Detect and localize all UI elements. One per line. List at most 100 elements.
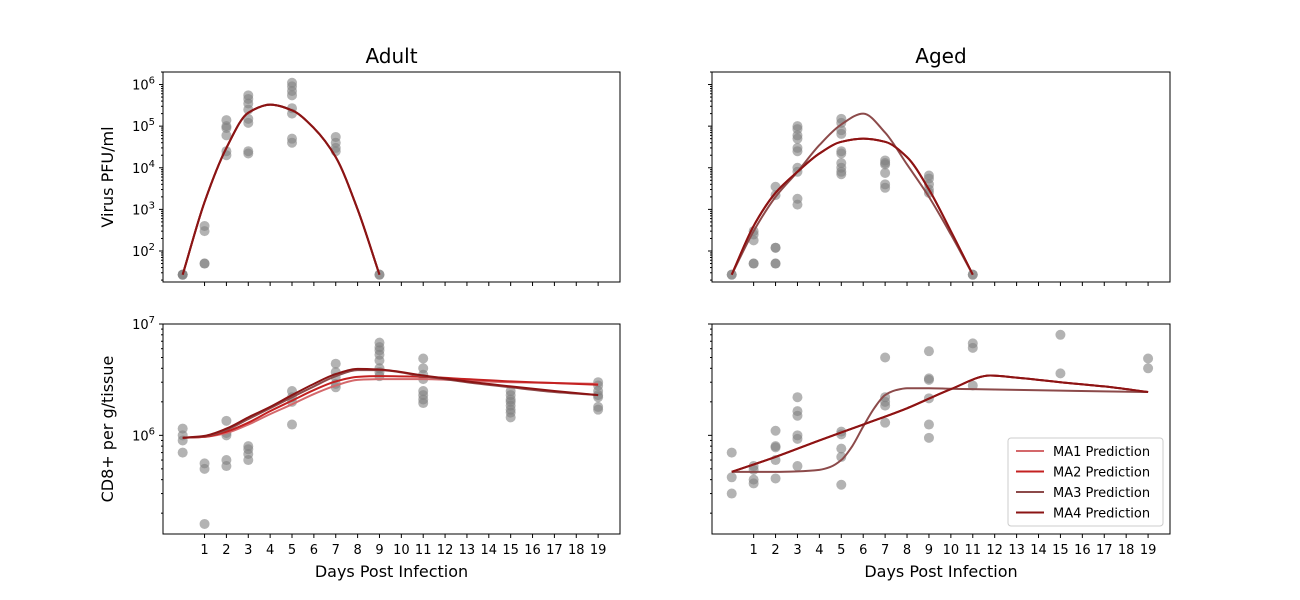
y-axis-label: CD8+ per g/tissue bbox=[98, 356, 117, 503]
data-point bbox=[1143, 353, 1154, 364]
data-point bbox=[836, 451, 847, 462]
x-tick-label: 7 bbox=[332, 543, 340, 558]
data-point bbox=[726, 472, 737, 483]
x-tick-label: 6 bbox=[859, 543, 867, 558]
data-point bbox=[1055, 329, 1066, 340]
panel-2: Aged bbox=[708, 44, 1171, 286]
x-tick-label: 4 bbox=[266, 543, 274, 558]
panel-title: Adult bbox=[365, 44, 417, 68]
data-point bbox=[836, 148, 847, 159]
data-point bbox=[243, 455, 254, 466]
data-point bbox=[792, 392, 803, 403]
data-point bbox=[748, 258, 759, 269]
prediction-line-ma2 bbox=[182, 375, 599, 439]
data-point bbox=[880, 182, 891, 193]
x-tick-label: 1 bbox=[749, 543, 757, 558]
y-tick-label: 103 bbox=[132, 200, 155, 218]
x-tick-label: 6 bbox=[310, 543, 318, 558]
data-point bbox=[880, 159, 891, 170]
prediction-line-ma1 bbox=[182, 378, 599, 439]
data-point bbox=[923, 419, 934, 430]
data-point bbox=[199, 518, 210, 529]
plot-area bbox=[177, 77, 385, 280]
x-tick-label: 10 bbox=[943, 543, 960, 558]
x-tick-label: 18 bbox=[1118, 543, 1135, 558]
data-point bbox=[792, 199, 803, 210]
prediction-line-ma3 bbox=[182, 369, 599, 439]
data-point bbox=[287, 90, 298, 101]
x-tick-label: 4 bbox=[815, 543, 823, 558]
y-tick-label: 102 bbox=[132, 242, 155, 260]
legend-entry: MA2 Prediction bbox=[1053, 466, 1150, 481]
data-point bbox=[836, 128, 847, 139]
data-point bbox=[748, 235, 759, 246]
x-axis-label: Days Post Infection bbox=[315, 562, 468, 581]
legend-box bbox=[1007, 437, 1164, 527]
x-tick-label: 19 bbox=[590, 543, 607, 558]
x-tick-label: 18 bbox=[568, 543, 585, 558]
data-point bbox=[770, 242, 781, 253]
data-point bbox=[792, 410, 803, 421]
data-point bbox=[836, 443, 847, 454]
y-tick-label: 104 bbox=[132, 159, 155, 177]
x-tick-label: 1 bbox=[200, 543, 208, 558]
x-tick-label: 14 bbox=[481, 543, 498, 558]
data-point bbox=[1143, 363, 1154, 374]
data-point bbox=[792, 433, 803, 444]
y-tick-label: 105 bbox=[132, 117, 155, 135]
x-tick-label: 9 bbox=[375, 543, 383, 558]
x-tick-label: 12 bbox=[986, 543, 1003, 558]
x-tick-label: 2 bbox=[771, 543, 779, 558]
data-point bbox=[923, 432, 934, 443]
data-point bbox=[726, 488, 737, 499]
x-tick-label: 17 bbox=[546, 543, 563, 558]
axes-frame bbox=[162, 71, 621, 283]
panel-1: Adult 102 103 104 105 106 Virus PFU/ml bbox=[98, 44, 621, 286]
x-axis-label: Days Post Infection bbox=[864, 562, 1017, 581]
data-point bbox=[221, 461, 232, 472]
x-tick-label: 5 bbox=[288, 543, 296, 558]
data-point bbox=[199, 258, 210, 269]
data-point bbox=[418, 353, 429, 364]
legend-entry: MA4 Prediction bbox=[1053, 507, 1150, 522]
data-point bbox=[221, 130, 232, 141]
x-tick-label: 5 bbox=[837, 543, 845, 558]
x-tick-label: 15 bbox=[1052, 543, 1069, 558]
prediction-line-ma4 bbox=[731, 374, 1149, 473]
legend-entry: MA3 Prediction bbox=[1053, 486, 1150, 501]
x-tick-label: 16 bbox=[1074, 543, 1091, 558]
data-point bbox=[792, 146, 803, 157]
data-point bbox=[748, 478, 759, 489]
x-tick-label: 17 bbox=[1096, 543, 1113, 558]
x-tick-label: 8 bbox=[353, 543, 361, 558]
x-tick-label: 9 bbox=[925, 543, 933, 558]
data-point bbox=[1055, 368, 1066, 379]
prediction-line-ma4 bbox=[181, 103, 381, 275]
x-tick-label: 12 bbox=[437, 543, 454, 558]
data-point bbox=[880, 167, 891, 178]
data-point bbox=[792, 461, 803, 472]
legend: MA1 Prediction MA2 Prediction MA3 Predicti… bbox=[1007, 437, 1164, 527]
data-point bbox=[967, 380, 978, 391]
legend-entry: MA1 Prediction bbox=[1053, 445, 1150, 460]
x-tick-label: 11 bbox=[965, 543, 982, 558]
x-tick-label: 13 bbox=[1008, 543, 1025, 558]
axes-frame bbox=[711, 71, 1171, 283]
data-point bbox=[199, 463, 210, 474]
data-point bbox=[199, 226, 210, 237]
data-point bbox=[221, 415, 232, 426]
x-tick-label: 2 bbox=[222, 543, 230, 558]
data-point bbox=[593, 392, 604, 403]
x-tick-label: 10 bbox=[393, 543, 410, 558]
data-point bbox=[593, 404, 604, 415]
data-point bbox=[880, 352, 891, 363]
data-point bbox=[221, 123, 232, 134]
data-point bbox=[243, 148, 254, 159]
x-tick-label: 14 bbox=[1030, 543, 1047, 558]
data-point bbox=[770, 442, 781, 453]
data-point bbox=[880, 417, 891, 428]
data-point bbox=[243, 117, 254, 128]
data-point bbox=[770, 473, 781, 484]
x-tick-label: 13 bbox=[459, 543, 476, 558]
y-axis-label: Virus PFU/ml bbox=[98, 126, 117, 227]
